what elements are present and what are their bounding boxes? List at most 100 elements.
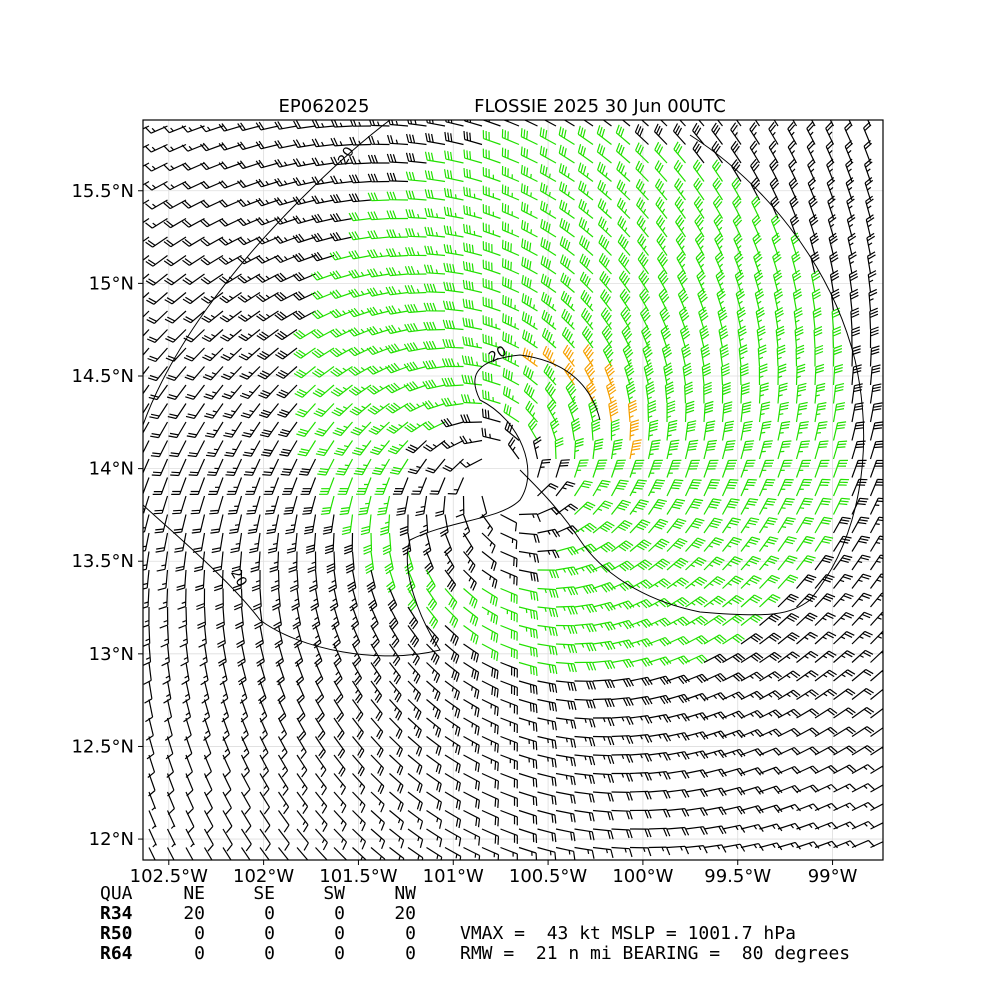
wind-barb <box>482 130 501 146</box>
wind-barb <box>185 828 195 848</box>
wind-barb <box>314 643 323 667</box>
wind-barb <box>870 611 883 626</box>
wind-barb <box>274 291 298 302</box>
wind-barb <box>330 365 353 377</box>
wind-barb <box>482 167 501 183</box>
wind-barb <box>481 408 501 423</box>
wind-barb <box>426 846 443 860</box>
wind-barb <box>481 606 499 625</box>
wind-barb <box>349 403 372 416</box>
wind-barb <box>185 810 195 834</box>
wind-barb <box>463 130 483 146</box>
wind-barb <box>236 625 245 649</box>
wind-barb <box>629 753 653 762</box>
wind-barb <box>795 516 815 534</box>
wind-barb <box>311 328 335 339</box>
wind-barb <box>682 362 693 386</box>
wind-barb <box>185 847 194 860</box>
wind-barb <box>759 574 780 589</box>
wind-barb <box>851 535 871 552</box>
wind-barb <box>311 120 335 129</box>
wind-barb <box>712 195 724 219</box>
wind-barb <box>425 569 436 593</box>
wind-barb <box>164 310 187 324</box>
wind-barb <box>722 786 746 796</box>
wind-barb <box>789 195 799 219</box>
wind-barb <box>464 120 483 127</box>
wind-barb <box>866 232 876 256</box>
wind-barb <box>740 459 756 478</box>
wind-barb <box>617 215 631 238</box>
wind-barb <box>772 269 783 293</box>
wind-barb <box>404 303 427 314</box>
wind-barb <box>315 773 327 796</box>
wind-barb <box>237 254 261 265</box>
wind-barb <box>750 158 761 182</box>
wind-barb <box>481 661 499 680</box>
table-cell: 20 <box>394 903 416 924</box>
wind-barb <box>352 699 364 722</box>
wind-barb <box>777 746 801 756</box>
wind-barb <box>426 606 439 629</box>
wind-barb <box>288 551 298 573</box>
wind-barb <box>443 281 464 294</box>
wind-barb <box>143 384 150 395</box>
wind-barb <box>500 569 518 586</box>
wind-barb <box>255 273 279 283</box>
wind-barb <box>851 611 873 626</box>
wind-barb <box>143 236 150 243</box>
wind-barb <box>647 419 659 441</box>
wind-barb <box>560 290 575 312</box>
wind-barb <box>461 374 483 386</box>
wind-barb <box>730 122 742 145</box>
wind-barb <box>592 438 604 460</box>
wind-barb <box>537 809 557 824</box>
wind-barb <box>712 177 724 201</box>
wind-barb <box>311 290 335 300</box>
wind-barb <box>315 810 328 832</box>
wind-barb <box>188 458 206 476</box>
wind-barb <box>832 345 843 367</box>
wind-barb <box>218 236 242 246</box>
wind-barb <box>311 213 335 224</box>
wind-barb <box>366 365 390 375</box>
wind-barb <box>740 767 764 776</box>
wind-barb <box>218 142 242 151</box>
wind-barb <box>500 846 518 860</box>
wind-barb <box>385 248 409 258</box>
wind-barb <box>200 124 224 133</box>
wind-barb <box>611 697 634 707</box>
wind-barb <box>580 289 594 312</box>
wind-barb <box>275 347 298 360</box>
wind-barb <box>238 329 261 342</box>
wind-barb <box>666 693 690 704</box>
wind-barb <box>267 532 280 554</box>
wind-barb <box>463 661 480 681</box>
wind-barb <box>407 773 423 793</box>
wind-barb <box>500 717 518 734</box>
wind-barb <box>758 498 777 515</box>
wind-barb <box>648 771 671 780</box>
wind-barb <box>235 606 244 630</box>
wind-barb <box>203 773 213 797</box>
wind-barb <box>522 365 538 386</box>
wind-barb <box>660 325 672 349</box>
wind-barb <box>870 746 883 756</box>
wind-barb <box>849 288 859 312</box>
wind-barb <box>255 197 279 207</box>
wind-barb <box>237 141 261 151</box>
wind-barb <box>218 217 242 227</box>
wind-barb <box>518 717 538 732</box>
wind-barb <box>521 220 538 238</box>
wind-barb <box>161 643 170 667</box>
wind-barb <box>277 736 288 760</box>
wind-barb <box>181 199 205 209</box>
wind-barb <box>560 272 575 293</box>
wind-barb <box>441 397 464 407</box>
wind-barb <box>758 420 772 441</box>
wind-barb <box>246 495 261 515</box>
wind-barb <box>370 773 385 795</box>
wind-barb <box>666 459 682 478</box>
y-tick-label: 13°N <box>89 644 134 665</box>
wind-barb <box>685 557 707 571</box>
